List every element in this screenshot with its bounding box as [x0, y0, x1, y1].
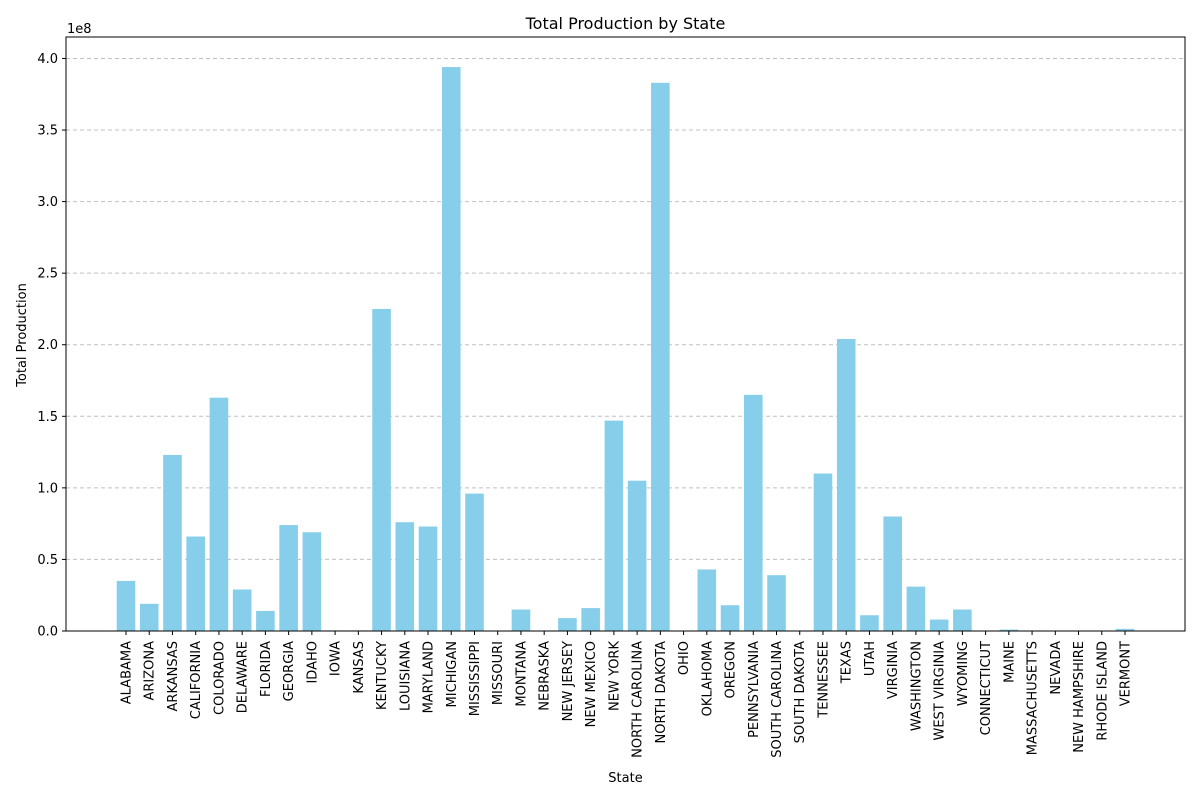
y-axis-offset-label: 1e8 [67, 22, 92, 37]
bar [744, 395, 763, 631]
x-tick-label: DELAWARE [236, 641, 251, 713]
bar [395, 522, 414, 631]
bar [814, 474, 833, 631]
bar [953, 610, 972, 631]
x-tick-label: ALABAMA [120, 641, 135, 704]
x-tick-label: MARYLAND [422, 641, 437, 713]
x-tick-label: NORTH CAROLINA [631, 641, 646, 758]
bar [883, 516, 902, 631]
bar [186, 537, 205, 631]
bar [860, 615, 879, 631]
x-axis-ticks: ALABAMA ARIZONA ARKANSAS CALIFORNIA COLORADO… [120, 631, 1134, 758]
x-tick-label: SOUTH DAKOTA [793, 641, 808, 744]
x-tick-label: LOUISIANA [398, 641, 413, 711]
x-tick-label: SOUTH CAROLINA [770, 641, 785, 758]
x-tick-label: NEW HAMPSHIRE [1072, 641, 1087, 753]
x-tick-label: MISSISSIPPI [468, 641, 483, 716]
y-tick-label: 4.0 [37, 52, 58, 67]
x-tick-label: RHODE ISLAND [1095, 641, 1110, 741]
x-tick-label: NEW MEXICO [584, 641, 599, 727]
x-tick-label: MISSOURI [491, 641, 506, 705]
y-tick-label: 2.5 [37, 267, 58, 282]
bar [442, 67, 461, 631]
y-tick-label: 1.5 [37, 410, 58, 425]
bar [721, 605, 740, 631]
x-tick-label: WASHINGTON [909, 641, 924, 731]
y-tick-label: 1.0 [37, 481, 58, 496]
x-tick-label: WEST VIRGINIA [933, 641, 948, 741]
x-tick-label: TEXAS [840, 641, 855, 684]
bar [117, 581, 136, 631]
x-tick-label: MONTANA [514, 641, 529, 707]
x-tick-label: NEVADA [1049, 641, 1064, 695]
bar [210, 398, 229, 631]
x-tick-label: GEORGIA [282, 641, 297, 701]
x-tick-label: KENTUCKY [375, 641, 390, 710]
x-tick-label: NEW YORK [607, 641, 622, 711]
x-tick-label: MICHIGAN [445, 641, 460, 707]
y-axis-label: Total Production [15, 283, 30, 388]
x-tick-label: MASSACHUSETTS [1026, 641, 1041, 755]
bar [698, 569, 717, 631]
bar [837, 339, 856, 631]
x-tick-label: KANSAS [352, 641, 367, 694]
x-tick-label: VIRGINIA [886, 641, 901, 699]
x-tick-label: MAINE [1002, 641, 1017, 683]
bar [605, 421, 624, 631]
bar [233, 589, 252, 631]
x-tick-label: IDAHO [305, 641, 320, 684]
x-tick-label: ARKANSAS [166, 641, 181, 711]
x-axis-label: State [608, 771, 642, 786]
plot-frame [66, 37, 1185, 631]
x-tick-label: OHIO [677, 641, 692, 675]
x-tick-label: IOWA [329, 641, 344, 676]
x-tick-label: OKLAHOMA [700, 641, 715, 716]
bar [558, 618, 577, 631]
bar [767, 575, 786, 631]
bar [163, 455, 182, 631]
bar [140, 604, 159, 631]
y-axis-ticks: 0.0 0.5 1.0 1.5 2.0 2.5 3.0 3.5 4.0 [37, 52, 66, 640]
x-tick-label: TENNESSEE [816, 641, 831, 719]
bar [303, 532, 322, 631]
x-tick-label: ARIZONA [143, 641, 158, 701]
bar [581, 608, 600, 631]
x-tick-label: NEBRASKA [538, 641, 553, 711]
y-tick-label: 3.5 [37, 124, 58, 139]
x-tick-label: CONNECTICUT [979, 641, 994, 735]
gridlines [66, 58, 1185, 559]
x-tick-label: COLORADO [212, 641, 227, 715]
bar [465, 494, 484, 631]
bars [117, 67, 1135, 631]
bar [907, 587, 926, 631]
bar [419, 527, 438, 631]
bar [651, 83, 670, 631]
bar [372, 309, 391, 631]
bar [279, 525, 298, 631]
x-tick-label: NORTH DAKOTA [654, 641, 669, 744]
bar [512, 610, 531, 631]
x-tick-label: OREGON [724, 641, 739, 699]
x-tick-label: NEW JERSEY [561, 641, 576, 721]
x-tick-label: VERMONT [1119, 641, 1134, 706]
x-tick-label: CALIFORNIA [189, 641, 204, 719]
bar [628, 481, 647, 631]
chart-title: Total Production by State [525, 14, 726, 33]
x-tick-label: FLORIDA [259, 641, 274, 697]
y-tick-label: 0.5 [37, 553, 58, 568]
y-tick-label: 2.0 [37, 338, 58, 353]
x-tick-label: UTAH [863, 641, 878, 676]
y-tick-label: 3.0 [37, 195, 58, 210]
bar [930, 620, 949, 631]
x-tick-label: PENNSYLVANIA [747, 641, 762, 738]
x-tick-label: WYOMING [956, 641, 971, 706]
bar [256, 611, 275, 631]
y-tick-label: 0.0 [37, 625, 58, 640]
